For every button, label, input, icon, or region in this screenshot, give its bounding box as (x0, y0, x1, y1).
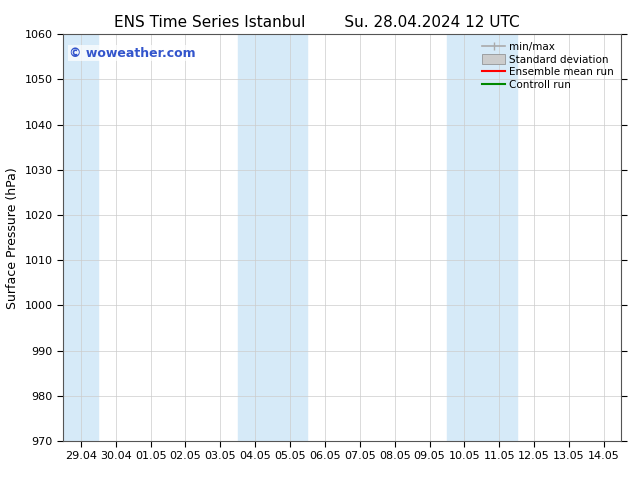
Bar (63, 34, 98, 441)
Bar (447, 34, 517, 441)
Bar (238, 34, 307, 441)
Y-axis label: Surface Pressure (hPa): Surface Pressure (hPa) (6, 167, 19, 309)
Text: ENS Time Series Istanbul        Su. 28.04.2024 12 UTC: ENS Time Series Istanbul Su. 28.04.2024 … (114, 15, 520, 30)
Legend: min/max, Standard deviation, Ensemble mean run, Controll run: min/max, Standard deviation, Ensemble me… (480, 40, 616, 93)
Text: © woweather.com: © woweather.com (69, 47, 196, 59)
